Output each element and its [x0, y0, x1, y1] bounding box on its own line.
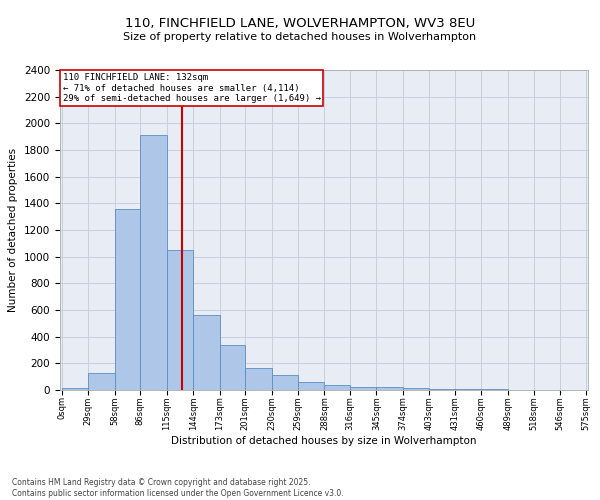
Text: 110 FINCHFIELD LANE: 132sqm
← 71% of detached houses are smaller (4,114)
29% of : 110 FINCHFIELD LANE: 132sqm ← 71% of det… — [62, 73, 320, 103]
Bar — [140, 134, 167, 390]
Bar — [193, 316, 220, 390]
Bar — [88, 374, 115, 390]
Bar — [403, 388, 430, 390]
Bar — [62, 388, 88, 390]
X-axis label: Distribution of detached houses by size in Wolverhampton: Distribution of detached houses by size … — [171, 436, 477, 446]
Y-axis label: Number of detached properties: Number of detached properties — [8, 148, 19, 312]
Bar — [455, 389, 481, 390]
Bar — [245, 368, 272, 390]
Bar — [167, 250, 193, 390]
Bar — [325, 385, 350, 390]
Text: Contains HM Land Registry data © Crown copyright and database right 2025.
Contai: Contains HM Land Registry data © Crown c… — [12, 478, 344, 498]
Bar — [272, 374, 298, 390]
Text: Size of property relative to detached houses in Wolverhampton: Size of property relative to detached ho… — [124, 32, 476, 42]
Bar — [220, 346, 245, 390]
Bar — [376, 388, 403, 390]
Bar — [350, 386, 376, 390]
Text: 110, FINCHFIELD LANE, WOLVERHAMPTON, WV3 8EU: 110, FINCHFIELD LANE, WOLVERHAMPTON, WV3… — [125, 18, 475, 30]
Bar — [298, 382, 325, 390]
Bar — [430, 388, 455, 390]
Bar — [115, 210, 140, 390]
